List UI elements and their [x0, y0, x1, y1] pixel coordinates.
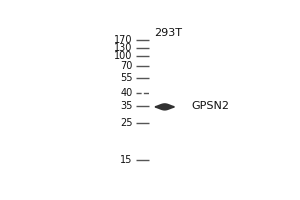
Text: 293T: 293T: [154, 28, 182, 38]
Text: 25: 25: [120, 118, 133, 128]
Text: GPSN2: GPSN2: [191, 101, 229, 111]
Text: 100: 100: [115, 51, 133, 61]
Text: 35: 35: [120, 101, 133, 111]
Text: 15: 15: [120, 155, 133, 165]
Text: 130: 130: [115, 43, 133, 53]
Text: 55: 55: [120, 73, 133, 83]
Text: 170: 170: [114, 35, 133, 45]
Text: 70: 70: [120, 61, 133, 71]
Text: 40: 40: [121, 88, 133, 98]
